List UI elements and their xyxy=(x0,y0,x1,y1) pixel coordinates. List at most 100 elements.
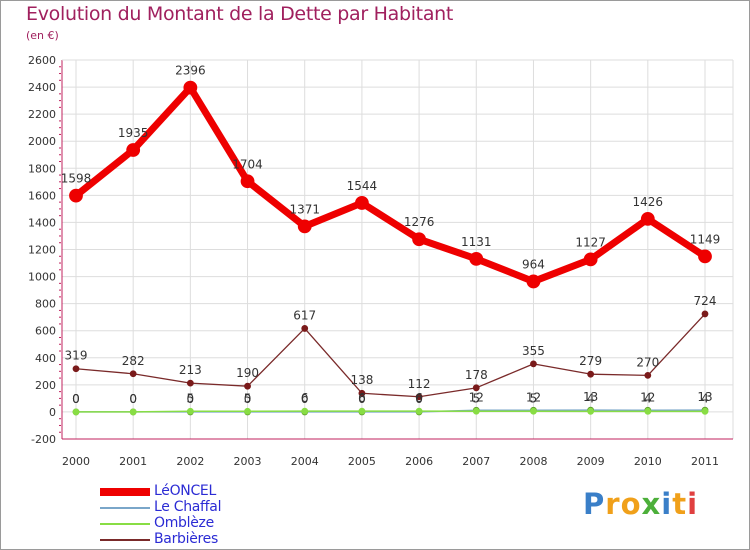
data-point-barbieres xyxy=(72,365,80,373)
data-label-le-chaffal: 13 xyxy=(583,390,598,404)
x-tick-label: 2004 xyxy=(291,455,319,468)
data-point-leoncel xyxy=(183,80,198,95)
x-tick-label: 2003 xyxy=(234,455,262,468)
y-tick-label: 1400 xyxy=(28,216,56,229)
y-tick-label: 2000 xyxy=(28,135,56,148)
data-point-barbieres xyxy=(415,393,423,401)
data-label-ombleze: 4 xyxy=(701,391,709,405)
legend-swatch-leoncel xyxy=(100,488,150,496)
y-tick-label: 600 xyxy=(35,325,56,338)
data-label-ombleze: 5 xyxy=(530,391,538,405)
data-label-le-chaffal: 0 xyxy=(415,392,423,406)
data-point-leoncel xyxy=(69,188,83,203)
data-point-ombleze xyxy=(530,407,537,415)
y-tick-label: 0 xyxy=(49,406,56,419)
data-label-ombleze: 4 xyxy=(644,391,652,405)
data-point-leoncel xyxy=(297,219,312,234)
data-label-ombleze: 5 xyxy=(187,391,195,405)
data-label-le-chaffal: 12 xyxy=(640,390,655,404)
data-point-leoncel xyxy=(640,212,655,226)
data-label-barbieres: 279 xyxy=(579,354,602,368)
y-tick-label: 2600 xyxy=(28,54,56,67)
data-label-leoncel: 1704 xyxy=(232,157,263,171)
logo-letter: o xyxy=(620,487,642,521)
data-label-le-chaffal: 0 xyxy=(72,392,80,406)
x-tick-label: 2009 xyxy=(577,455,605,468)
data-point-barbieres xyxy=(129,370,137,378)
y-tick-label: 1800 xyxy=(28,162,56,175)
data-point-leoncel xyxy=(412,232,426,247)
data-point-ombleze xyxy=(358,407,366,415)
legend-label-ombleze: Omblèze xyxy=(154,515,214,531)
x-tick-label: 2011 xyxy=(691,455,719,468)
data-point-leoncel xyxy=(698,249,712,264)
data-label-barbieres: 617 xyxy=(293,308,316,322)
legend-label-le-chaffal: Le Chaffal xyxy=(154,499,222,515)
data-point-ombleze xyxy=(72,408,80,416)
data-label-barbieres: 138 xyxy=(350,373,373,387)
y-tick-label: 1000 xyxy=(28,271,56,284)
y-tick-label: -200 xyxy=(31,433,56,446)
data-point-ombleze xyxy=(644,407,652,415)
chart-title: Evolution du Montant de la Dette par Hab… xyxy=(26,3,454,25)
x-tick-label: 2001 xyxy=(119,455,147,468)
data-point-barbieres xyxy=(644,371,652,379)
data-point-ombleze xyxy=(301,407,309,415)
data-point-ombleze xyxy=(129,408,137,416)
logo-letter: t xyxy=(672,487,688,521)
data-point-leoncel xyxy=(240,174,255,189)
proxiti-logo: Proxiti xyxy=(583,487,698,521)
x-tick-label: 2010 xyxy=(634,455,662,468)
data-point-leoncel xyxy=(583,252,598,267)
series-line-ombleze xyxy=(76,410,705,413)
data-point-ombleze xyxy=(587,407,595,415)
logo-letter: i xyxy=(687,487,699,521)
data-point-barbieres xyxy=(701,310,709,318)
legend-swatch-barbieres xyxy=(100,539,150,541)
data-point-ombleze xyxy=(701,407,709,415)
y-tick-label: 400 xyxy=(35,352,56,365)
y-tick-label: 1600 xyxy=(28,189,56,202)
logo-letter: i xyxy=(661,487,673,521)
data-label-ombleze: 6 xyxy=(358,391,366,405)
data-label-ombleze: 5 xyxy=(244,391,252,405)
x-tick-label: 2008 xyxy=(519,455,547,468)
data-label-leoncel: 1544 xyxy=(347,179,378,193)
y-tick-label: 1200 xyxy=(28,244,56,257)
legend-swatch-le-chaffal xyxy=(100,507,150,509)
legend-label-leoncel: LéONCEL xyxy=(154,483,216,499)
data-label-barbieres: 355 xyxy=(522,344,545,358)
data-label-leoncel: 1935 xyxy=(118,126,149,140)
data-label-leoncel: 964 xyxy=(522,257,545,271)
data-label-ombleze: 5 xyxy=(472,391,480,405)
data-point-barbieres xyxy=(530,360,537,368)
data-label-barbieres: 178 xyxy=(465,368,488,382)
data-point-barbieres xyxy=(587,370,595,378)
logo-letter: r xyxy=(605,487,621,521)
data-label-barbieres: 190 xyxy=(236,366,259,380)
data-label-ombleze: 6 xyxy=(415,391,423,405)
data-point-barbieres xyxy=(186,379,194,387)
logo-letter: x xyxy=(641,487,662,521)
data-label-leoncel: 1371 xyxy=(289,202,320,216)
x-tick-label: 2006 xyxy=(405,455,433,468)
data-label-le-chaffal: 0 xyxy=(358,392,366,406)
data-label-le-chaffal: 0 xyxy=(301,392,309,406)
data-label-le-chaffal: 12 xyxy=(469,390,484,404)
data-label-le-chaffal: 0 xyxy=(187,392,195,406)
data-label-leoncel: 1149 xyxy=(690,232,721,246)
data-point-ombleze xyxy=(472,407,480,415)
data-label-le-chaffal: 0 xyxy=(244,392,252,406)
data-point-ombleze xyxy=(244,407,251,415)
data-label-barbieres: 282 xyxy=(122,354,145,368)
data-label-leoncel: 1127 xyxy=(575,235,606,249)
data-point-barbieres xyxy=(358,389,366,397)
x-tick-label: 2002 xyxy=(176,455,204,468)
legend-swatch-ombleze xyxy=(100,523,150,525)
x-tick-label: 2000 xyxy=(62,455,90,468)
x-tick-label: 2005 xyxy=(348,455,376,468)
data-label-leoncel: 1598 xyxy=(61,172,92,186)
data-point-leoncel xyxy=(469,251,484,266)
data-label-leoncel: 2396 xyxy=(175,64,206,78)
